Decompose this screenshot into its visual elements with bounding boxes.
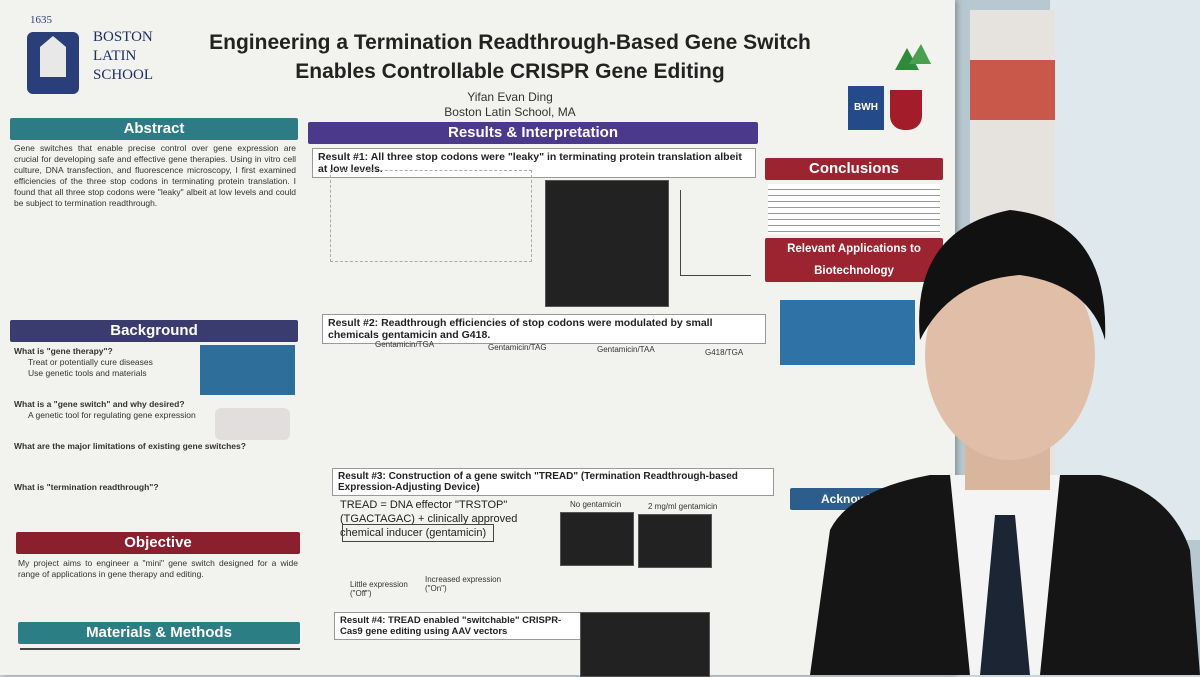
school-name: BOSTON LATIN SCHOOL [93,29,154,83]
panel-label: 2 mg/ml gentamicin [648,502,718,511]
question: What is "termination readthrough"? [14,482,159,492]
corner-icon [895,44,931,70]
section-heading: Relevant Applications to Biotechnology [765,238,943,282]
text-lines [768,184,940,234]
timeline [20,648,300,670]
bullet: A genetic tool for regulating gene expre… [28,410,196,420]
result-heading: Result #3: Construction of a gene switch… [332,468,774,496]
panel-label: No gentamicin [570,500,622,509]
chart-title: Gentamicin/TAG [488,343,547,352]
result-heading: Result #2: Readthrough efficiencies of s… [322,314,766,344]
poster-title: Engineering a Termination Readthrough-Ba… [209,31,811,83]
partner-logo: BWH [848,86,884,130]
outcome-label: Little expression ("Off") [350,580,408,598]
question: What is "gene therapy"? [14,346,113,356]
section-heading: Background [10,320,298,342]
author: Yifan Evan Ding [467,90,553,104]
objective-text: My project aims to engineer a "mini" gen… [18,558,298,579]
microscopy-panel [638,514,712,568]
result-heading: Result #4: TREAD enabled "switchable" CR… [334,612,582,640]
section-heading: Abstract [10,118,298,140]
bullet: Use genetic tools and materials [28,368,147,378]
illustration [200,345,295,395]
section-heading: Materials & Methods [18,622,300,644]
section-heading: Objective [16,532,300,554]
abstract-text: Gene switches that enable precise contro… [14,143,296,208]
question: What is a "gene switch" and why desired? [14,399,185,409]
person [810,210,1200,675]
chart-title: Gentamicin/TAA [597,345,655,354]
illustration [780,300,915,365]
question: What are the major limitations of existi… [14,441,246,451]
switch-illustration [215,408,290,440]
microscopy-panel [560,512,634,566]
face [925,250,1095,460]
construct-diagram [330,170,532,262]
microscopy-panel [580,612,710,677]
school-crest [27,32,79,94]
school-year: 1635 [30,14,52,26]
affiliation: Boston Latin School, MA [444,105,576,119]
chart-title: Gentamicin/TGA [375,340,435,349]
section-heading: Results & Interpretation [308,122,758,144]
harvard-shield [890,90,922,130]
microscopy-panel [545,180,669,307]
hair [919,210,1106,340]
result-text: TREAD = DNA effector "TRSTOP" (TGACTAGAC… [340,499,518,539]
background-list: What is "gene therapy"? Treat or potenti… [14,346,246,493]
banner-stripe [970,60,1055,120]
section-heading: Conclusions [765,158,943,180]
tie [980,515,1030,675]
chart-frame [680,190,751,276]
bullet: Treat or potentially cure diseases [28,357,153,367]
poster: 1635 BOSTON LATIN SCHOOL Engineering a T… [0,0,955,677]
result-heading: Result #1: All three stop codons were "l… [312,148,756,178]
construct-bar [342,524,494,542]
outcome-label: Increased expression ("On") [425,575,502,593]
chart-title: G418/TGA [705,348,744,357]
